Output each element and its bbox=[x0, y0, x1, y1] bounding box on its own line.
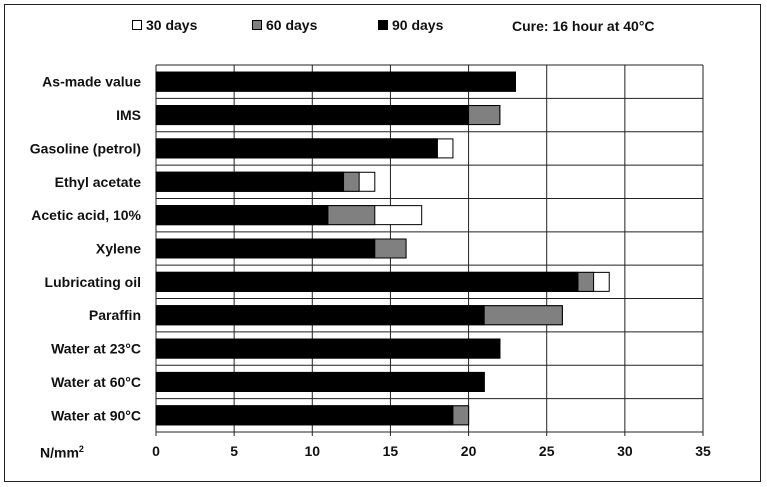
bar-90-days bbox=[155, 138, 438, 159]
x-tick-label: 15 bbox=[383, 443, 399, 459]
x-tick-label: 0 bbox=[152, 443, 160, 459]
bar-90-days bbox=[155, 238, 376, 259]
x-tick-label: 35 bbox=[695, 443, 711, 459]
category-label: Paraffin bbox=[89, 307, 141, 323]
category-label: Ethyl acetate bbox=[55, 174, 142, 190]
legend-swatch-30-days bbox=[132, 20, 142, 30]
x-tick-label: 10 bbox=[304, 443, 320, 459]
category-label: Acetic acid, 10% bbox=[31, 207, 141, 223]
cure-note: Cure: 16 hour at 40°C bbox=[512, 18, 655, 34]
bar-90-days bbox=[155, 305, 485, 326]
x-tick-label: 20 bbox=[461, 443, 477, 459]
category-label: Water at 60°C bbox=[51, 374, 141, 390]
x-tick-label: 5 bbox=[230, 443, 238, 459]
category-label: Lubricating oil bbox=[45, 274, 141, 290]
x-tick-label: 30 bbox=[617, 443, 633, 459]
bar-90-days bbox=[155, 205, 329, 226]
legend-swatch-90-days bbox=[378, 20, 388, 30]
x-tick-label: 25 bbox=[539, 443, 555, 459]
bar-90-days bbox=[155, 271, 579, 292]
bar-90-days bbox=[155, 71, 516, 92]
category-label: As-made value bbox=[42, 74, 141, 90]
legend-item-30-days: 30 days bbox=[132, 15, 197, 35]
legend-label-90-days: 90 days bbox=[392, 17, 444, 33]
category-label: Xylene bbox=[96, 241, 141, 257]
bar-90-days bbox=[155, 105, 470, 126]
bar-90-days bbox=[155, 171, 345, 192]
legend-item-90-days: 90 days bbox=[378, 15, 443, 35]
bar-90-days bbox=[155, 405, 454, 426]
category-label: IMS bbox=[116, 107, 141, 123]
bar-90-days bbox=[155, 338, 501, 359]
x-axis-unit-label: N/mm2 bbox=[40, 444, 84, 461]
bar-90-days bbox=[155, 371, 485, 392]
x-axis-unit-text: N/mm bbox=[40, 444, 79, 461]
legend-label-60-days: 60 days bbox=[266, 17, 318, 33]
legend-item-60-days: 60 days bbox=[252, 15, 317, 35]
legend-label-30-days: 30 days bbox=[146, 17, 198, 33]
category-label: Water at 90°C bbox=[51, 407, 141, 423]
legend-swatch-60-days bbox=[252, 20, 262, 30]
x-axis-unit-superscript: 2 bbox=[78, 444, 84, 454]
category-label: Gasoline (petrol) bbox=[30, 140, 141, 156]
category-label: Water at 23°C bbox=[51, 341, 141, 357]
